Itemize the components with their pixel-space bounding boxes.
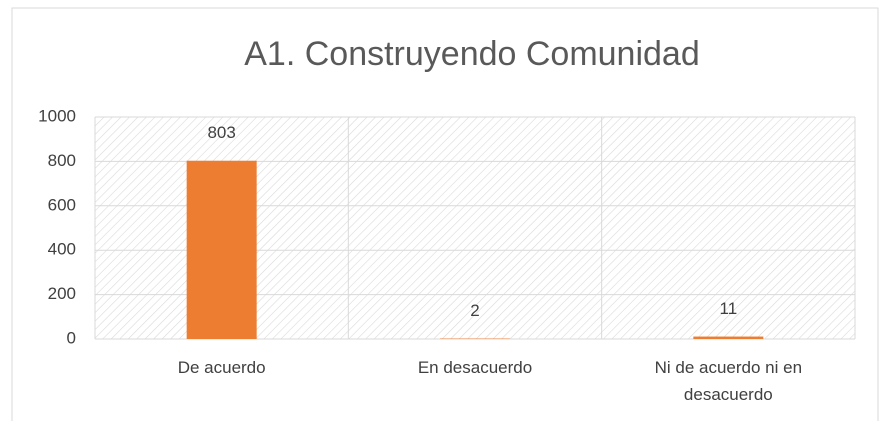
x-tick-label: Ni de acuerdo ni en desacuerdo <box>654 358 803 404</box>
x-tick-label: En desacuerdo <box>417 358 533 377</box>
chart-border <box>11 7 879 421</box>
chart-title: A1. Construyendo Comunidad <box>244 35 700 73</box>
bar <box>693 336 764 339</box>
y-tick-label: 400 <box>48 240 76 259</box>
bar <box>186 160 257 339</box>
y-tick-label: 600 <box>48 195 76 214</box>
y-tick-label: 0 <box>67 328 76 347</box>
y-tick-label: 1000 <box>38 106 76 125</box>
data-label: 803 <box>207 123 235 142</box>
y-tick-label: 200 <box>48 284 76 303</box>
x-tick-label: De acuerdo <box>177 358 266 377</box>
data-label: 2 <box>470 301 479 320</box>
data-label: 11 <box>720 299 738 318</box>
y-tick-label: 800 <box>48 151 76 170</box>
